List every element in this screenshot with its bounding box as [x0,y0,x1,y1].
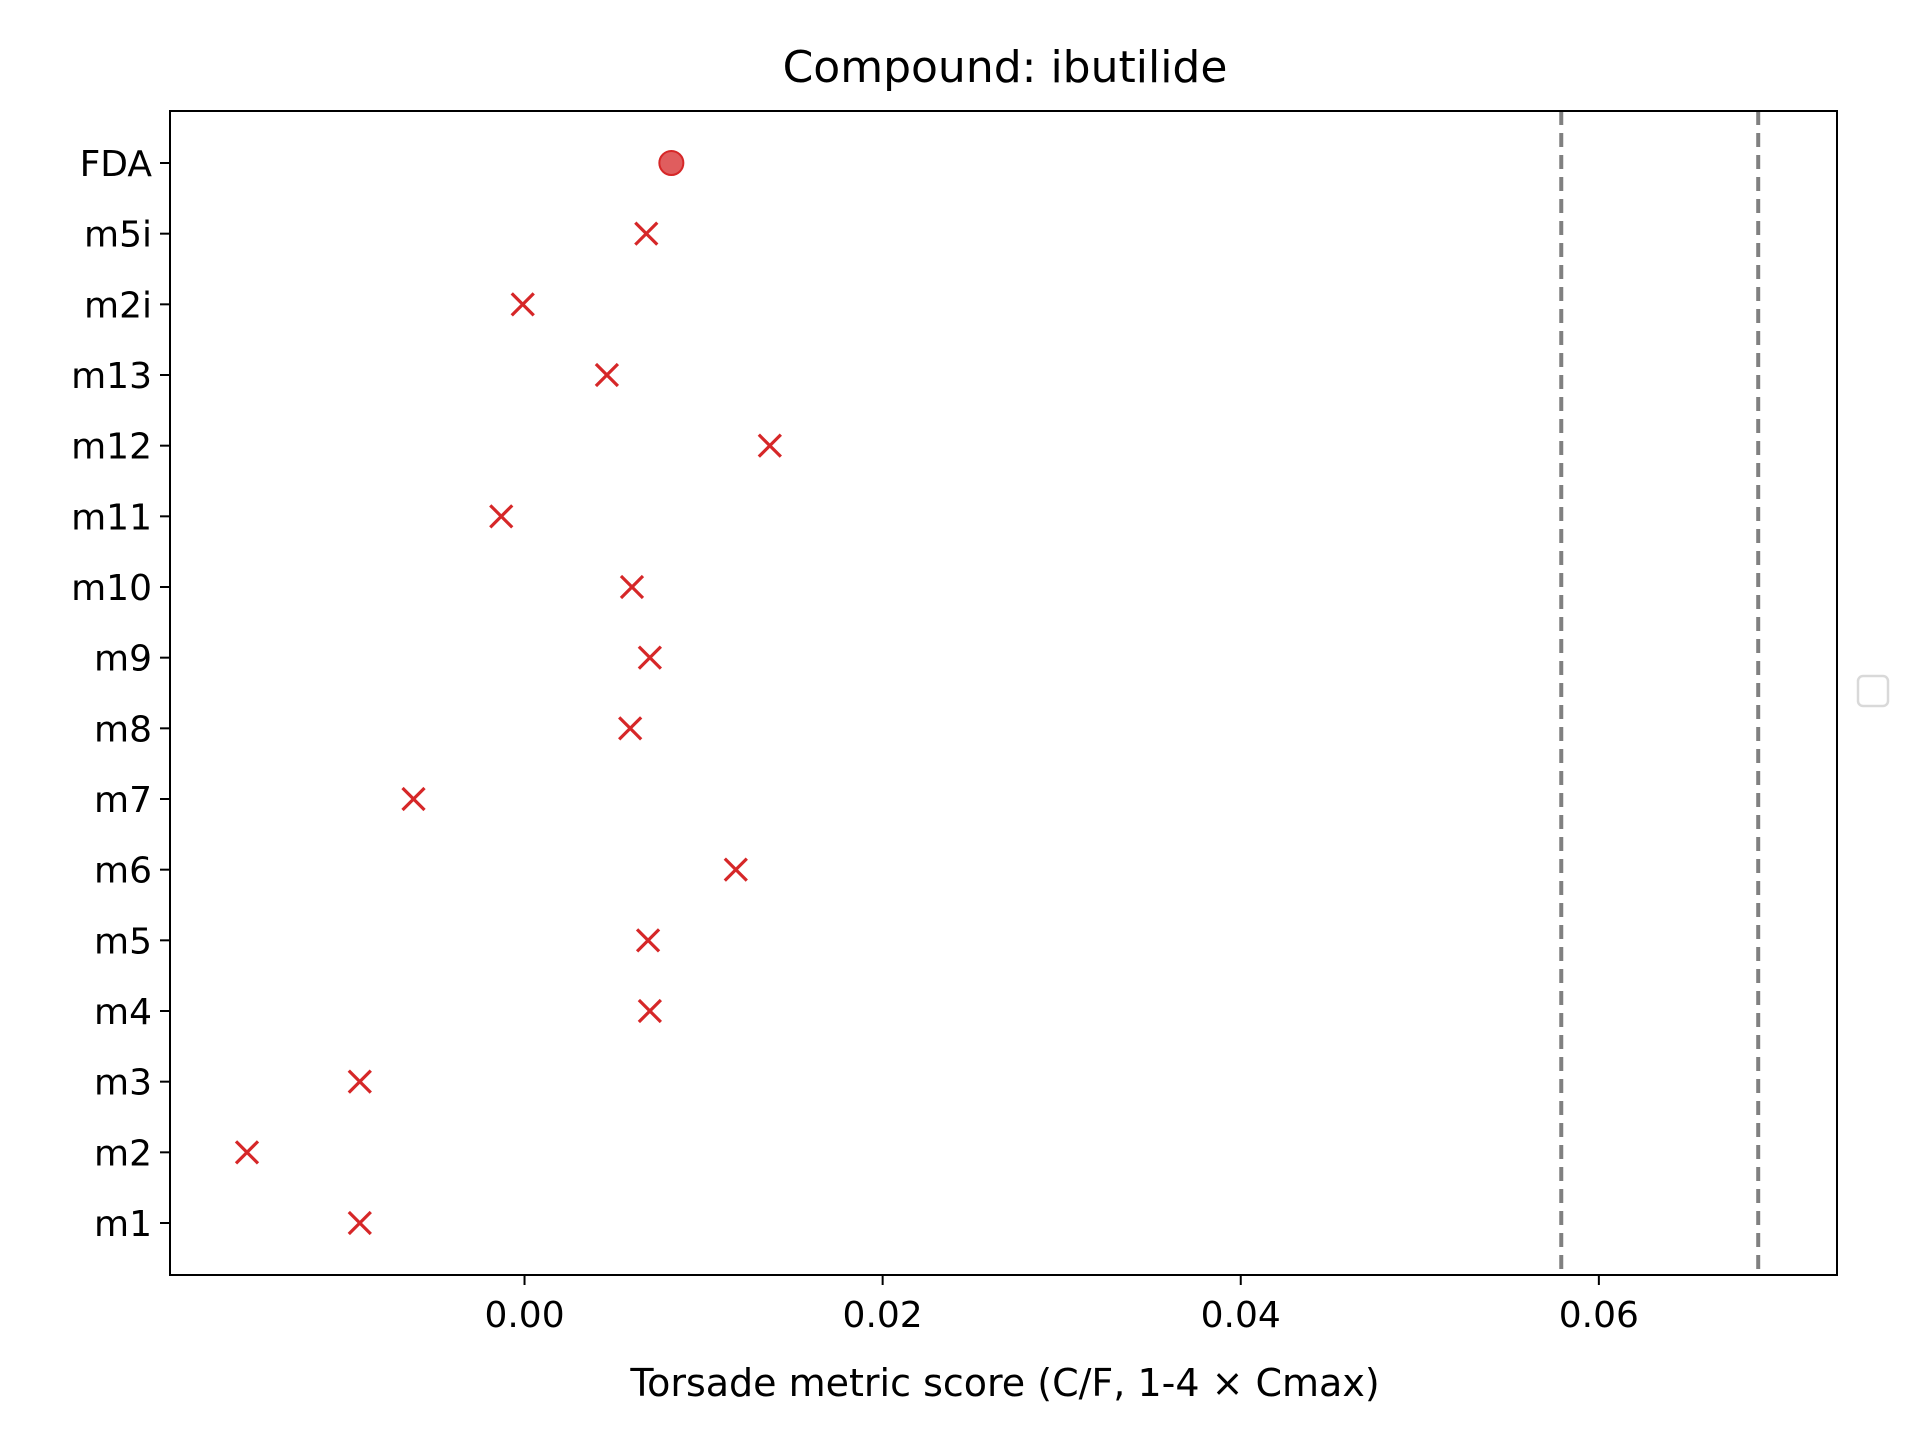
point-m13 [594,362,620,388]
x-axis-label: Torsade metric score (C/F, 1-4 × Cmax) [629,1361,1379,1405]
point-m11 [489,504,514,529]
y-tick-label-m2: m2 [94,1133,152,1174]
point-m8 [618,716,643,741]
point-m12 [757,433,782,458]
plot-area [234,111,1761,1275]
y-tick-label-m5i: m5i [84,215,152,256]
y-tick-label-m9: m9 [94,639,152,680]
point-m9 [637,645,662,670]
y-tick-label-m2i: m2i [84,285,152,326]
point-m2 [234,1140,260,1165]
y-tick-label-m6: m6 [94,851,152,892]
point-m5i [634,221,659,246]
axes-frame [169,110,1838,1276]
x-tick-label-2: 0.04 [1201,1295,1281,1336]
x-tick-label-1: 0.02 [843,1295,923,1336]
point-FDA [658,150,685,176]
point-m2i [510,292,535,317]
y-tick-label-m7: m7 [94,780,152,821]
y-tick-label-m13: m13 [71,356,152,397]
point-m1 [347,1210,372,1236]
point-m6 [723,857,748,882]
y-tick-label-m3: m3 [94,1063,152,1104]
x-tick-label-3: 0.06 [1559,1295,1639,1336]
point-m10 [619,574,645,600]
axis-ticks: m1 m2 m3 m4 m5 m6 m7 m8 m9 m10 m11 m12 m13 m2i m5i FDA 0… [71,144,1639,1336]
y-tick-label-m5: m5 [94,921,152,962]
y-tick-label-FDA: FDA [80,144,153,185]
chart-title: Compound: ibutilide [783,42,1228,93]
point-m5 [635,928,661,953]
y-tick-label-m1: m1 [94,1204,152,1245]
y-tick-label-m12: m12 [71,427,152,468]
y-tick-label-m4: m4 [94,992,152,1033]
y-tick-label-m10: m10 [71,568,152,609]
point-m7 [401,786,426,812]
y-tick-label-m11: m11 [71,497,152,538]
point-m4 [637,998,662,1024]
point-m3 [347,1069,372,1094]
x-tick-label-0: 0.00 [484,1295,564,1336]
legend-box [1856,674,1890,708]
y-tick-label-m8: m8 [94,709,152,750]
